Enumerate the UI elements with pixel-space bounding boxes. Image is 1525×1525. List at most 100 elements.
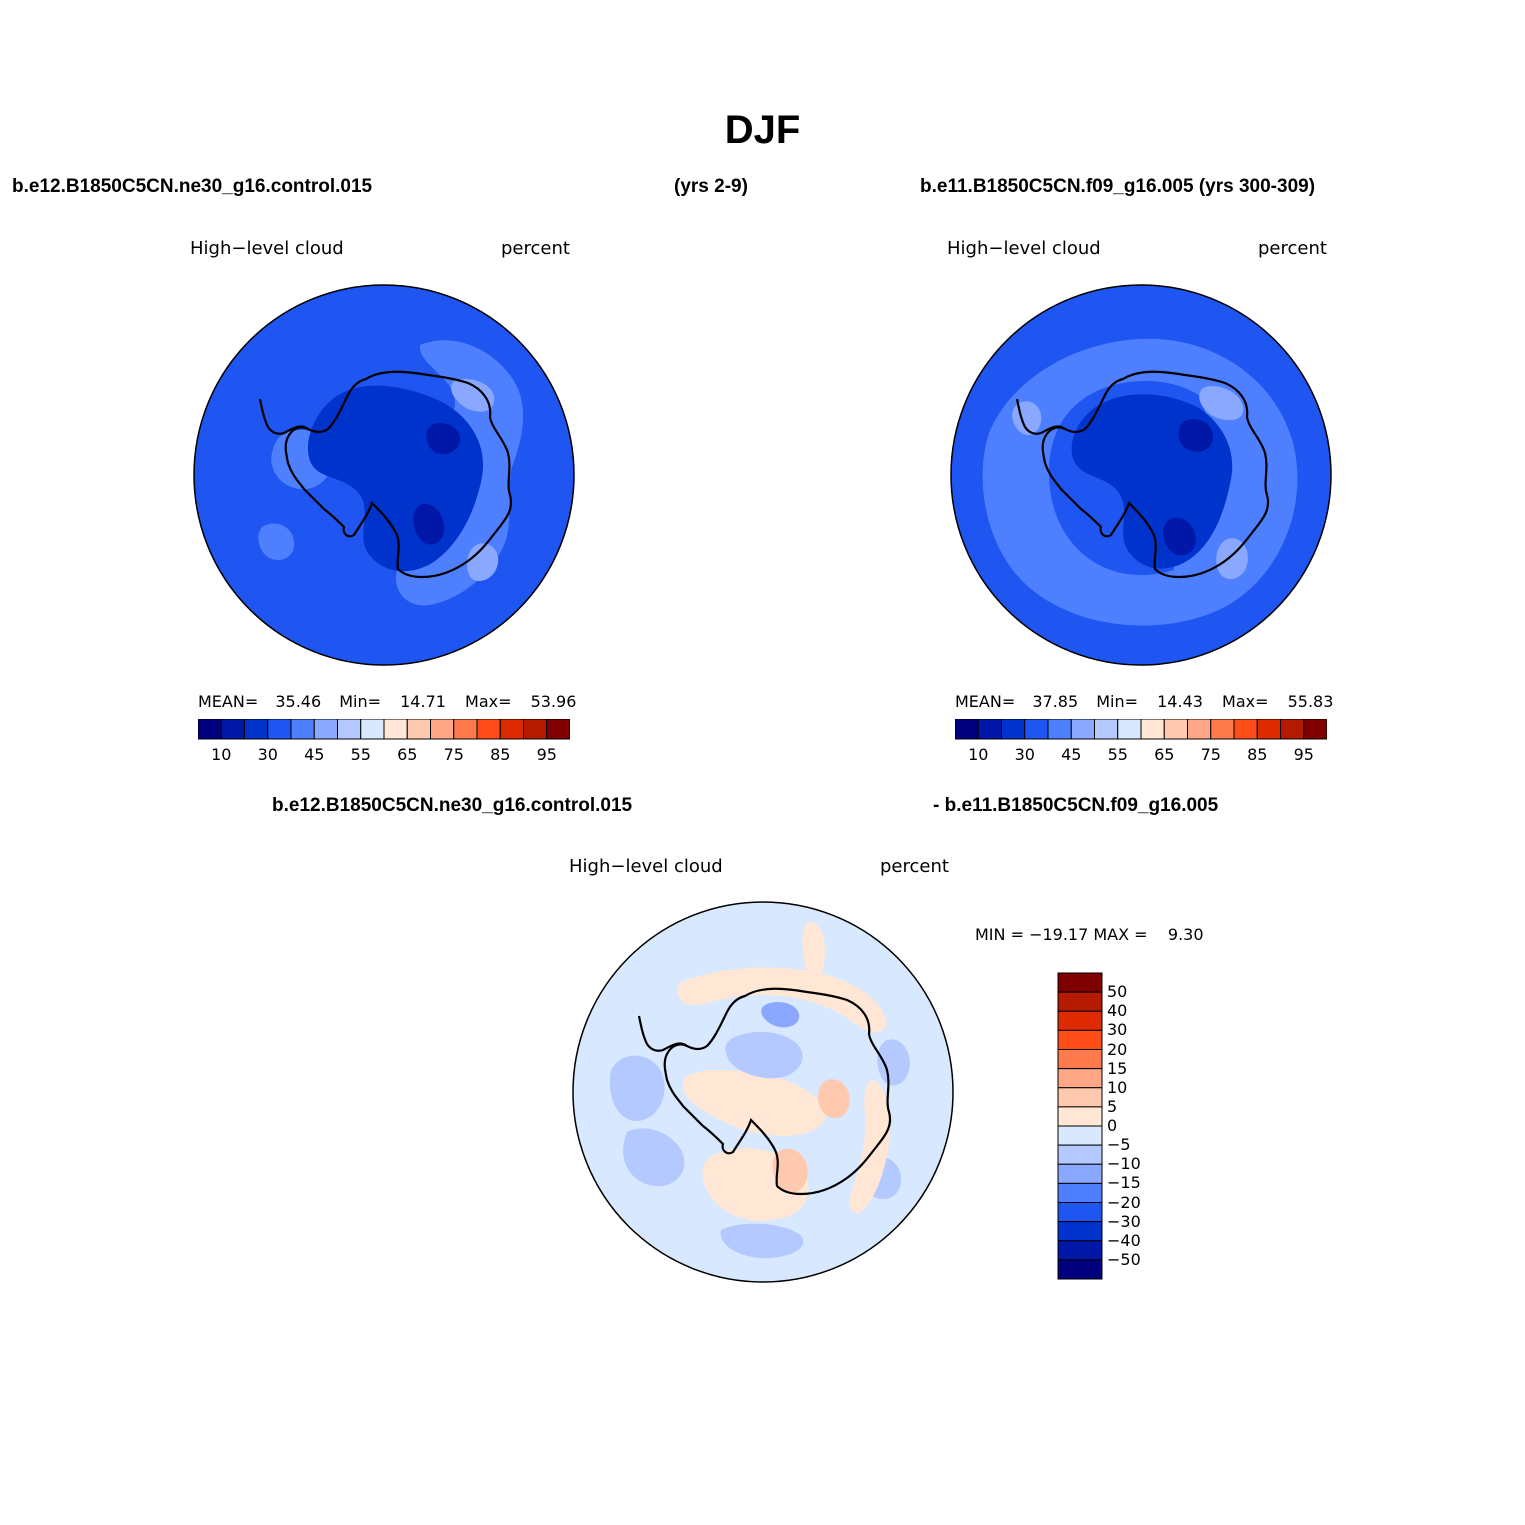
panel2-map-border — [950, 284, 1332, 666]
colorbar-swatch — [383, 719, 408, 740]
diff-negative-west — [609, 1055, 665, 1122]
diff-positive-east-band — [849, 1080, 891, 1214]
diff-colorbar-tick-label: 30 — [1107, 1020, 1128, 1040]
diff-colorbar-swatch — [1057, 1144, 1103, 1165]
diff-colorbar-tick-label: 15 — [1107, 1058, 1128, 1078]
diff-colorbar-tick-label: 10 — [1107, 1077, 1128, 1097]
panel2-mean-label: MEAN= — [955, 692, 1016, 711]
colorbar-swatch — [360, 719, 385, 740]
diff-colorbar-tick-label: −20 — [1107, 1192, 1141, 1212]
diff-colorbar-tick-label: 0 — [1107, 1116, 1118, 1135]
colorbar-tick-label: 75 — [1200, 745, 1221, 764]
diff-colorbar-swatch — [1057, 1259, 1103, 1280]
colorbar-swatch — [1024, 719, 1049, 740]
panel2-units: percent — [1258, 238, 1327, 259]
diff-colorbar-tick-label: 50 — [1107, 982, 1128, 1002]
panel1-max-value: 53.96 — [530, 692, 577, 711]
panel1-lighter-patch-2 — [467, 543, 499, 582]
diff-map-border — [572, 901, 954, 1283]
colorbar-swatch — [1163, 719, 1188, 740]
colorbar-swatch — [337, 719, 362, 740]
panel1-mean-label: MEAN= — [198, 692, 259, 711]
diff-colorbar-tick-label: −30 — [1107, 1211, 1141, 1231]
panel1-colorbar-ticks: 10 30 45 55 65 75 85 95 — [198, 745, 570, 765]
colorbar-tick-label: 65 — [397, 745, 418, 764]
figure-title: DJF — [724, 108, 801, 152]
diff-colorbar-swatch — [1057, 1049, 1103, 1070]
panel2-polar-map — [950, 284, 1332, 666]
colorbar-tick-label: 65 — [1154, 745, 1175, 764]
diff-positive-strong-center — [818, 1079, 850, 1119]
panel2-lighter-patch-a — [1199, 386, 1244, 421]
panel1-min-value: 14.71 — [400, 692, 446, 711]
diff-colorbar-swatch — [1057, 1240, 1103, 1261]
panel1-polar-map — [193, 284, 575, 666]
colorbar-swatch — [313, 719, 338, 740]
colorbar-swatch — [290, 719, 315, 740]
colorbar-swatch — [1187, 719, 1212, 740]
colorbar-swatch — [1303, 719, 1327, 740]
panel2-darkest-core-b — [1163, 517, 1196, 556]
colorbar-tick-label: 85 — [1247, 745, 1268, 764]
diff-colorbar-swatch — [1057, 1221, 1103, 1242]
panel1-darkest-core-a — [426, 422, 460, 455]
panel1-stats: MEAN= 35.46 Min= 14.71 Max= 53.96 — [198, 692, 576, 711]
diff-colorbar-swatch — [1057, 1087, 1103, 1108]
colorbar-tick-label: 95 — [1293, 745, 1314, 764]
colorbar-swatch — [546, 719, 570, 740]
diff-antarctica-coastline — [663, 987, 892, 1196]
diff-colorbar-swatch — [1057, 1125, 1103, 1146]
panel1-colorbar: 10 30 45 55 65 75 85 95 — [198, 719, 570, 767]
colorbar-swatch — [1070, 719, 1095, 740]
colorbar-tick-label: 95 — [536, 745, 557, 764]
diff-colorbar-ticks: 50 40 30 20 15 10 5 0 −5 −10 −15 −20 −30 −40 −50 — [1107, 972, 1167, 1280]
colorbar-tick-label: 85 — [490, 745, 511, 764]
diff-colorbar-swatch — [1057, 1106, 1103, 1127]
diff-colorbar-tick-label: 40 — [1107, 1001, 1128, 1021]
diff-positive-west-band — [682, 1069, 826, 1136]
colorbar-swatch — [1117, 719, 1142, 740]
panel2-min-value: 14.43 — [1157, 692, 1203, 711]
diff-polar-map — [572, 901, 954, 1283]
panel1-units: percent — [501, 238, 570, 259]
colorbar-swatch — [1280, 719, 1305, 740]
colorbar-swatch — [476, 719, 501, 740]
colorbar-swatch — [523, 719, 548, 740]
diff-colorbar-swatch — [1057, 1010, 1103, 1031]
colorbar-swatch — [499, 719, 524, 740]
colorbar-swatch — [244, 719, 269, 740]
colorbar-tick-label: 30 — [1014, 745, 1035, 764]
diff-colorbar-swatch — [1057, 1182, 1103, 1204]
colorbar-swatch — [1233, 719, 1258, 740]
panel1-min-label: Min= — [339, 692, 382, 711]
diff-colorbar-tick-label: 5 — [1107, 1096, 1118, 1116]
diff-variable: High−level cloud — [569, 856, 723, 877]
diff-colorbar-tick-label: −50 — [1107, 1249, 1141, 1269]
diff-colorbar-tick-label: −10 — [1107, 1154, 1141, 1174]
diff-positive-north-arc — [677, 967, 887, 1033]
panel1-max-label: Max= — [465, 692, 512, 711]
diff-peninsula — [637, 1015, 688, 1052]
colorbar-swatch — [1001, 719, 1026, 740]
colorbar-swatch — [977, 719, 1002, 740]
top-left-case-name: b.e12.B1850C5CN.ne30_g16.control.015 — [12, 176, 373, 197]
panel2-colorbar: 10 30 45 55 65 75 85 95 — [955, 719, 1327, 767]
diff-colorbar-swatch — [1057, 1202, 1103, 1223]
panel1-variable: High−level cloud — [190, 238, 344, 259]
diff-case-b: - b.e11.B1850C5CN.f09_g16.005 — [933, 795, 1219, 816]
panel1-mean-value: 35.46 — [275, 692, 322, 711]
panel1-darkest-core-b — [413, 503, 445, 545]
colorbar-tick-label: 45 — [304, 745, 325, 764]
colorbar-swatch — [1256, 719, 1281, 740]
panel1-peninsula — [258, 398, 309, 435]
diff-units: percent — [880, 856, 949, 877]
diff-colorbar-tick-label: −15 — [1107, 1173, 1141, 1193]
panel2-colorbar-ticks: 10 30 45 55 65 75 85 95 — [955, 745, 1327, 765]
colorbar-swatch — [1047, 719, 1072, 740]
panel2-colorbar-swatches — [955, 719, 1327, 740]
diff-colorbar-swatches — [1057, 972, 1103, 1280]
colorbar-swatch — [220, 719, 245, 740]
diff-colorbar-swatch — [1057, 991, 1103, 1012]
diff-positive-strong-south — [772, 1148, 808, 1193]
panel2-variable: High−level cloud — [947, 238, 1101, 259]
